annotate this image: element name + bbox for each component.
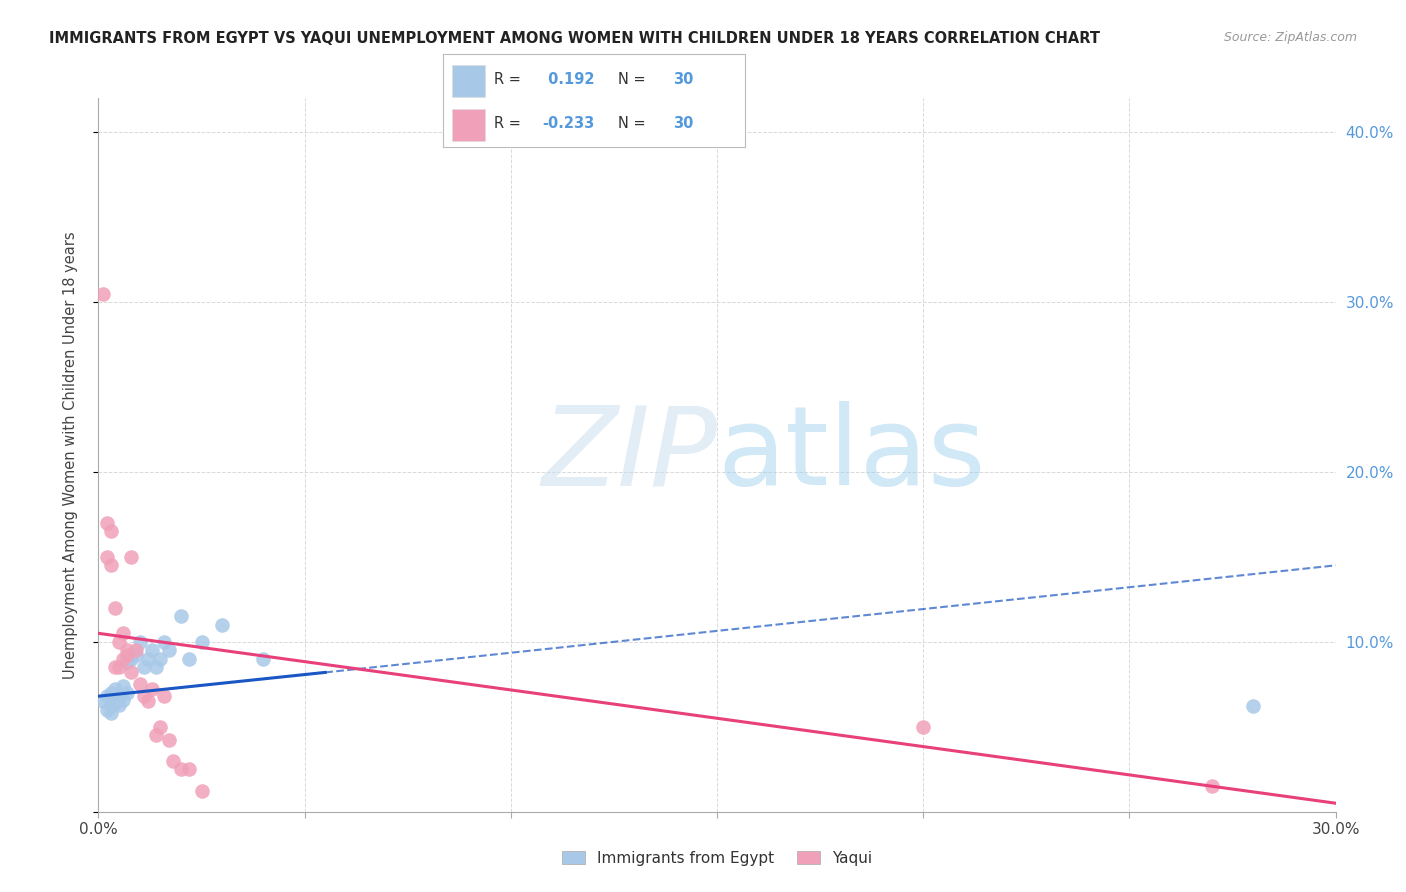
- Point: [136, 652, 159, 666]
- Text: atlas: atlas: [717, 401, 986, 508]
- Point: [104, 696, 127, 710]
- Point: [153, 689, 176, 703]
- Point: [128, 677, 150, 691]
- Point: [112, 626, 135, 640]
- Point: [162, 754, 184, 768]
- Point: [108, 689, 131, 703]
- Point: [112, 652, 135, 666]
- Point: [96, 516, 118, 530]
- Point: [120, 549, 142, 564]
- Point: [104, 600, 127, 615]
- Point: [117, 643, 139, 657]
- Text: R =: R =: [495, 116, 526, 131]
- Point: [124, 648, 146, 663]
- Point: [252, 652, 274, 666]
- Legend: Immigrants from Egypt, Yaqui: Immigrants from Egypt, Yaqui: [555, 845, 879, 871]
- Text: -0.233: -0.233: [543, 116, 595, 131]
- Text: ZIP: ZIP: [541, 401, 717, 508]
- Point: [190, 635, 212, 649]
- Text: Source: ZipAtlas.com: Source: ZipAtlas.com: [1223, 31, 1357, 45]
- Point: [91, 286, 114, 301]
- Text: IMMIGRANTS FROM EGYPT VS YAQUI UNEMPLOYMENT AMONG WOMEN WITH CHILDREN UNDER 18 Y: IMMIGRANTS FROM EGYPT VS YAQUI UNEMPLOYM…: [49, 31, 1101, 46]
- Point: [100, 558, 122, 573]
- Point: [141, 682, 163, 697]
- Text: 30: 30: [672, 116, 693, 131]
- Point: [104, 660, 127, 674]
- Point: [100, 524, 122, 539]
- Point: [149, 652, 172, 666]
- Point: [912, 720, 935, 734]
- Point: [100, 686, 122, 700]
- Point: [128, 635, 150, 649]
- Point: [145, 660, 167, 674]
- Point: [1201, 779, 1223, 793]
- Text: N =: N =: [619, 72, 651, 87]
- Point: [190, 784, 212, 798]
- Point: [96, 703, 118, 717]
- Y-axis label: Unemployment Among Women with Children Under 18 years: Unemployment Among Women with Children U…: [63, 231, 77, 679]
- Point: [157, 643, 180, 657]
- Point: [132, 660, 155, 674]
- Point: [108, 635, 131, 649]
- Point: [170, 762, 193, 776]
- Text: N =: N =: [619, 116, 651, 131]
- Point: [145, 728, 167, 742]
- Point: [96, 549, 118, 564]
- Point: [100, 706, 122, 721]
- Point: [91, 694, 114, 708]
- Point: [136, 694, 159, 708]
- Point: [108, 698, 131, 712]
- Point: [117, 655, 139, 669]
- Point: [100, 699, 122, 714]
- Point: [149, 720, 172, 734]
- Point: [117, 686, 139, 700]
- Bar: [451, 109, 485, 141]
- Point: [179, 652, 201, 666]
- Point: [108, 660, 131, 674]
- Point: [104, 682, 127, 697]
- Point: [112, 679, 135, 693]
- Text: 30: 30: [672, 72, 693, 87]
- Point: [141, 643, 163, 657]
- Bar: [451, 65, 485, 96]
- Point: [157, 733, 180, 747]
- Point: [211, 617, 233, 632]
- Text: 0.192: 0.192: [543, 72, 595, 87]
- Point: [117, 648, 139, 663]
- Point: [1241, 699, 1264, 714]
- Point: [96, 689, 118, 703]
- Point: [132, 689, 155, 703]
- Point: [153, 635, 176, 649]
- Point: [179, 762, 201, 776]
- Text: R =: R =: [495, 72, 526, 87]
- Point: [124, 643, 146, 657]
- Point: [170, 609, 193, 624]
- Point: [112, 692, 135, 706]
- Point: [120, 665, 142, 680]
- Point: [120, 652, 142, 666]
